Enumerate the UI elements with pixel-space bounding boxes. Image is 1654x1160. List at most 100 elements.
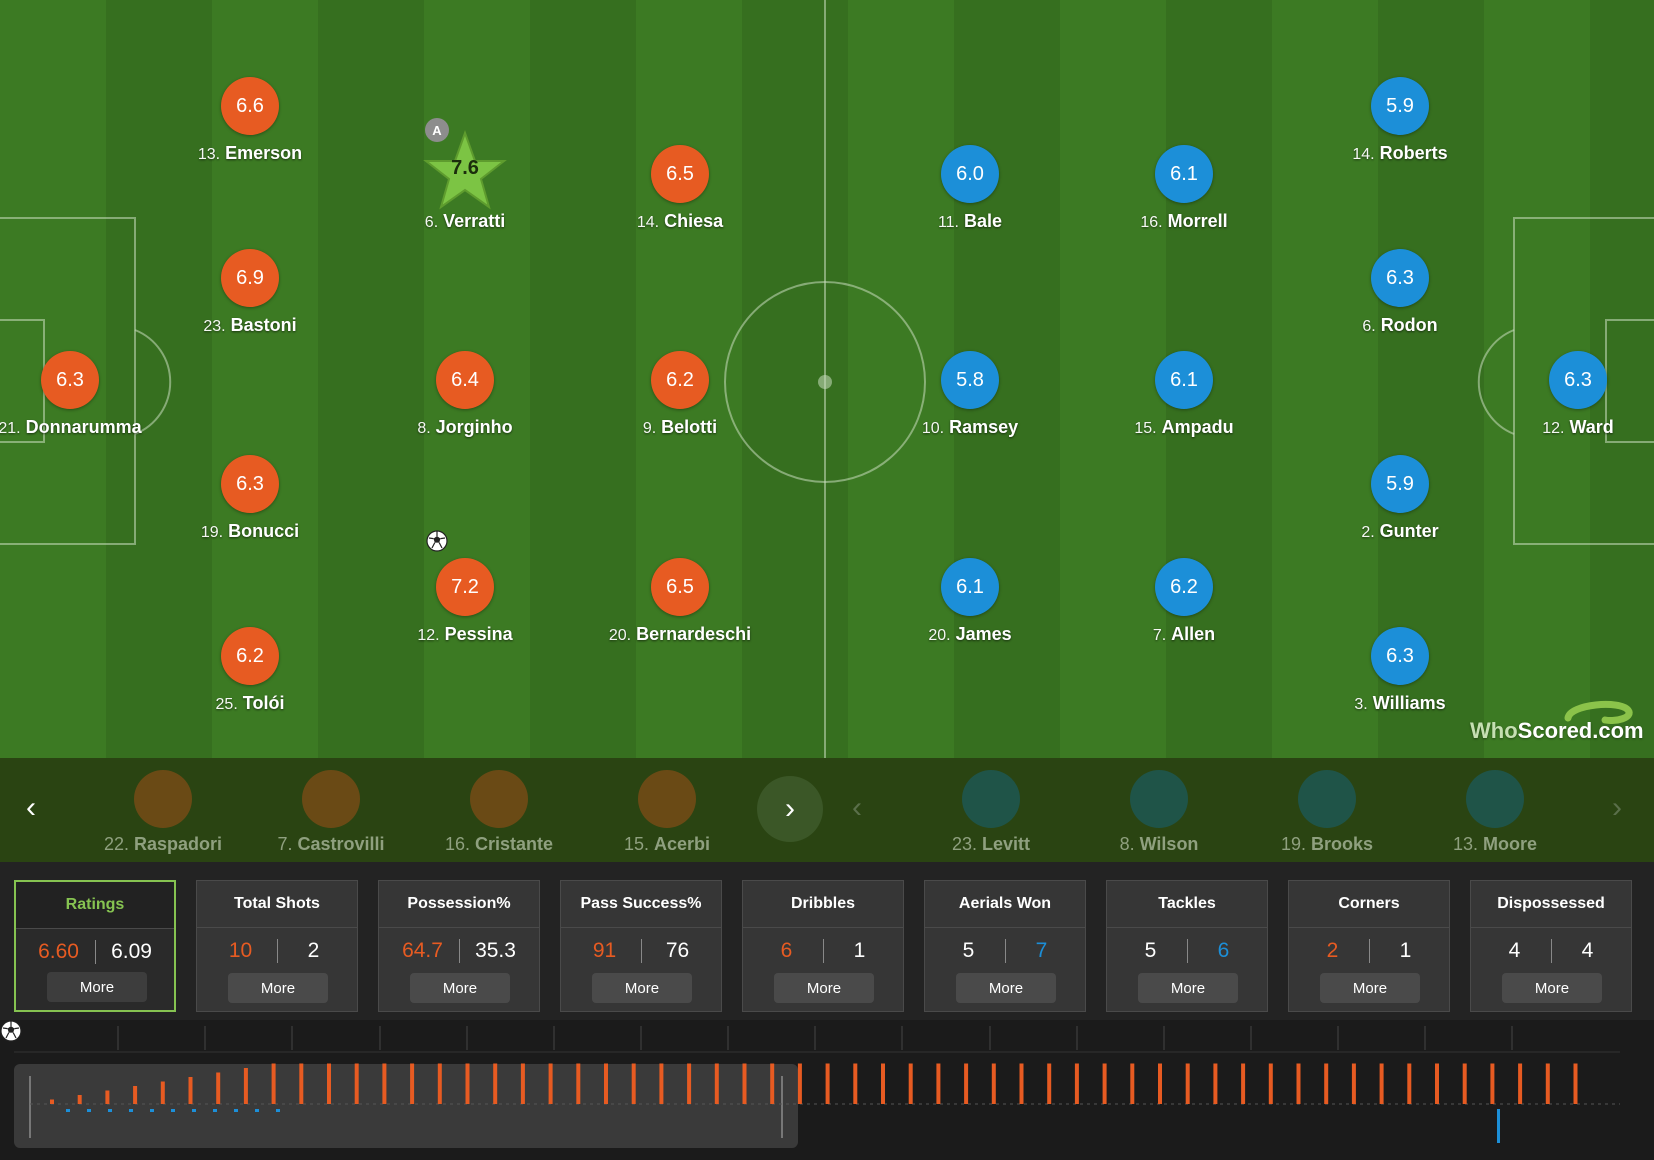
stat-away-value: 4 — [1581, 939, 1594, 962]
home-player-donnarumma[interactable]: 6.3 21. Donnarumma — [0, 351, 170, 451]
home-sub-cristante[interactable]: 16. Cristante — [414, 758, 584, 862]
timeline-home-bar — [1351, 1063, 1356, 1104]
player-rating: 7.6 — [451, 156, 479, 179]
away-player-ramsey[interactable]: 5.8 10. Ramsey — [870, 351, 1070, 451]
stat-more-button[interactable]: More — [1138, 973, 1238, 1003]
sub-name-label: 23. Levitt — [906, 834, 1076, 855]
home-player-bastoni[interactable]: 6.9 23. Bastoni — [150, 249, 350, 349]
away-player-ward[interactable]: 6.3 12. Ward — [1478, 351, 1654, 451]
sub-name: Wilson — [1139, 834, 1199, 854]
timeline-home-bar — [1102, 1063, 1107, 1104]
timeline-goal-icon — [0, 1020, 22, 1042]
away-player-williams[interactable]: 6.3 3. Williams — [1300, 627, 1500, 727]
man-of-the-match-star-icon — [423, 130, 507, 210]
stat-away-value: 35.3 — [475, 939, 516, 962]
stat-divider — [640, 939, 642, 963]
home-sub-acerbi[interactable]: 15. Acerbi — [582, 758, 752, 862]
stat-card-total-shots[interactable]: Total Shots 10 2 More — [196, 880, 358, 1012]
timeline-away-bar — [87, 1109, 91, 1112]
player-rating: 6.1 — [1155, 351, 1213, 409]
stat-more-button[interactable]: More — [1320, 973, 1420, 1003]
away-subs-prev-button[interactable]: ‹ — [852, 791, 862, 824]
player-name-label: 12. Pessina — [365, 624, 565, 645]
home-player-bonucci[interactable]: 6.3 19. Bonucci — [150, 455, 350, 555]
stat-more-button[interactable]: More — [592, 973, 692, 1003]
timeline-home-bar — [797, 1063, 802, 1104]
away-player-bale[interactable]: 6.0 11. Bale — [870, 145, 1070, 245]
stat-card-ratings[interactable]: Ratings 6.60 6.09 More — [14, 880, 176, 1012]
player-name: Ampadu — [1161, 417, 1234, 437]
away-player-roberts[interactable]: 5.9 14. Roberts — [1300, 77, 1500, 177]
sub-avatar — [1298, 770, 1356, 828]
player-rating: 5.9 — [1371, 455, 1429, 513]
sub-name-label: 13. Moore — [1410, 834, 1580, 855]
stat-more-button[interactable]: More — [47, 972, 147, 1002]
stat-home-value: 91 — [592, 939, 617, 962]
home-player-belotti[interactable]: 6.2 9. Belotti — [580, 351, 780, 451]
home-player-pessina[interactable]: 7.2 12. Pessina — [365, 558, 565, 658]
timeline-chart — [14, 1026, 1620, 1148]
stat-more-button[interactable]: More — [774, 973, 874, 1003]
stat-divider — [458, 939, 460, 963]
away-player-gunter[interactable]: 5.9 2. Gunter — [1300, 455, 1500, 555]
stat-card-corners[interactable]: Corners 2 1 More — [1288, 880, 1450, 1012]
home-player-verratti[interactable]: 7.6 6. Verratti — [365, 130, 565, 245]
home-player-bernardeschi[interactable]: 6.5 20. Bernardeschi — [580, 558, 780, 658]
timeline-away-bar — [192, 1109, 196, 1112]
stat-card-pass-success[interactable]: Pass Success% 91 76 More — [560, 880, 722, 1012]
stat-card-dispossessed[interactable]: Dispossessed 4 4 More — [1470, 880, 1632, 1012]
timeline-home-bar — [1435, 1063, 1439, 1104]
home-player-jorginho[interactable]: 6.4 8. Jorginho — [365, 351, 565, 451]
player-number: 11. — [937, 214, 959, 231]
timeline-home-bar — [548, 1063, 553, 1104]
away-sub-wilson[interactable]: 8. Wilson — [1074, 758, 1244, 862]
player-name: Rodon — [1380, 315, 1438, 335]
sub-name: Levitt — [982, 834, 1031, 854]
away-player-morrell[interactable]: 6.1 16. Morrell — [1084, 145, 1284, 245]
away-player-allen[interactable]: 6.2 7. Allen — [1084, 558, 1284, 658]
player-number: 14. — [636, 214, 660, 231]
player-number: 21. — [0, 420, 21, 437]
home-player-emerson[interactable]: 6.6 13. Emerson — [150, 77, 350, 177]
stat-more-button[interactable]: More — [228, 973, 328, 1003]
stat-card-aerials-won[interactable]: Aerials Won 5 7 More — [924, 880, 1086, 1012]
timeline-home-bar — [354, 1063, 359, 1104]
away-sub-moore[interactable]: 13. Moore — [1410, 758, 1580, 862]
player-number: 23. — [203, 318, 226, 335]
stat-card-possession[interactable]: Possession% 64.7 35.3 More — [378, 880, 540, 1012]
away-sub-brooks[interactable]: 19. Brooks — [1242, 758, 1412, 862]
stat-values: 64.7 35.3 — [379, 928, 539, 974]
subs-next-button[interactable]: › — [757, 776, 823, 842]
player-name: Donnarumma — [25, 417, 142, 437]
away-subs-next-button[interactable]: › — [1612, 791, 1622, 824]
timeline-home-bar — [188, 1077, 193, 1104]
away-sub-levitt[interactable]: 23. Levitt — [906, 758, 1076, 862]
player-name: Gunter — [1379, 521, 1439, 541]
home-sub-raspadori[interactable]: 22. Raspadori — [78, 758, 248, 862]
stat-more-button[interactable]: More — [956, 973, 1056, 1003]
player-number: 20. — [608, 627, 632, 644]
player-rating: 6.2 — [651, 351, 709, 409]
timeline-home-bar — [1268, 1063, 1273, 1104]
away-player-james[interactable]: 6.1 20. James — [870, 558, 1070, 658]
home-sub-castrovilli[interactable]: 7. Castrovilli — [246, 758, 416, 862]
player-rating: 6.2 — [1155, 558, 1213, 616]
player-number: 7. — [1152, 627, 1167, 644]
timeline-zoom-window — [14, 1064, 798, 1148]
home-player-toli[interactable]: 6.2 25. Tolói — [150, 627, 350, 727]
player-name-label: 6. Verratti — [365, 211, 565, 232]
away-player-ampadu[interactable]: 6.1 15. Ampadu — [1084, 351, 1284, 451]
stat-more-button[interactable]: More — [410, 973, 510, 1003]
stat-card-tackles[interactable]: Tackles 5 6 More — [1106, 880, 1268, 1012]
sub-avatar — [470, 770, 528, 828]
timeline-home-bar — [50, 1099, 54, 1104]
sub-name-label: 22. Raspadori — [78, 834, 248, 855]
away-player-rodon[interactable]: 6.3 6. Rodon — [1300, 249, 1500, 349]
timeline-home-bar — [604, 1063, 608, 1104]
home-player-chiesa[interactable]: 6.5 14. Chiesa — [580, 145, 780, 245]
home-subs-prev-button[interactable]: ‹ — [26, 791, 36, 824]
stat-more-button[interactable]: More — [1502, 973, 1602, 1003]
stat-card-dribbles[interactable]: Dribbles 6 1 More — [742, 880, 904, 1012]
timeline-home-bar — [1518, 1063, 1523, 1104]
